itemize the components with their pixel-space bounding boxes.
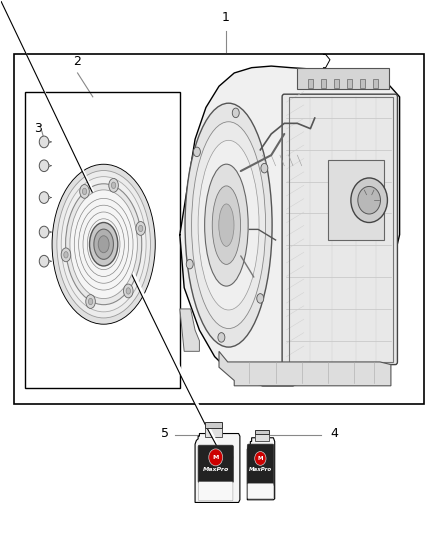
Ellipse shape xyxy=(53,165,155,324)
Ellipse shape xyxy=(61,176,146,312)
Ellipse shape xyxy=(66,184,142,305)
Circle shape xyxy=(254,451,266,465)
Ellipse shape xyxy=(64,252,68,258)
FancyBboxPatch shape xyxy=(198,445,233,483)
Ellipse shape xyxy=(138,225,143,232)
Ellipse shape xyxy=(111,182,116,189)
Polygon shape xyxy=(180,309,199,351)
FancyBboxPatch shape xyxy=(248,483,273,499)
Bar xyxy=(334,79,339,88)
Circle shape xyxy=(39,192,49,204)
Circle shape xyxy=(351,178,388,222)
Bar xyxy=(308,79,313,88)
Ellipse shape xyxy=(70,190,138,298)
Ellipse shape xyxy=(232,108,239,118)
Text: MaxPro: MaxPro xyxy=(249,466,272,472)
Text: 5: 5 xyxy=(161,427,169,440)
Ellipse shape xyxy=(94,229,113,260)
Bar xyxy=(347,79,352,88)
Ellipse shape xyxy=(124,284,133,298)
Bar xyxy=(254,432,268,441)
Bar xyxy=(297,68,389,89)
Ellipse shape xyxy=(185,103,272,347)
Ellipse shape xyxy=(80,184,89,198)
FancyBboxPatch shape xyxy=(282,94,397,365)
Circle shape xyxy=(358,187,381,214)
Bar xyxy=(205,425,223,437)
Ellipse shape xyxy=(88,298,93,305)
Ellipse shape xyxy=(257,294,264,303)
Text: 3: 3 xyxy=(35,122,42,135)
Ellipse shape xyxy=(126,288,131,294)
Text: M: M xyxy=(212,455,219,460)
Ellipse shape xyxy=(53,165,155,324)
Text: 4: 4 xyxy=(330,427,338,440)
Ellipse shape xyxy=(98,236,109,253)
Bar xyxy=(373,79,378,88)
Circle shape xyxy=(209,449,223,466)
Ellipse shape xyxy=(198,140,259,310)
Text: 2: 2 xyxy=(74,55,81,68)
Ellipse shape xyxy=(186,260,193,269)
Text: M: M xyxy=(258,456,263,461)
Circle shape xyxy=(39,226,49,238)
Ellipse shape xyxy=(57,171,150,318)
Polygon shape xyxy=(247,438,275,500)
Ellipse shape xyxy=(89,222,118,266)
Bar xyxy=(289,97,393,362)
Ellipse shape xyxy=(191,122,265,328)
Bar xyxy=(254,430,268,434)
FancyBboxPatch shape xyxy=(198,482,233,501)
PathPatch shape xyxy=(221,449,233,464)
Ellipse shape xyxy=(212,186,240,264)
Polygon shape xyxy=(180,66,399,386)
Ellipse shape xyxy=(61,248,71,262)
Circle shape xyxy=(39,160,49,172)
Polygon shape xyxy=(195,433,240,503)
Ellipse shape xyxy=(218,333,225,342)
Bar xyxy=(14,54,424,405)
Bar xyxy=(328,160,385,240)
Text: 1: 1 xyxy=(222,11,230,23)
Ellipse shape xyxy=(205,164,248,286)
Polygon shape xyxy=(219,351,391,386)
Bar xyxy=(321,79,326,88)
Text: MaxPro: MaxPro xyxy=(203,467,229,472)
Ellipse shape xyxy=(261,164,268,173)
FancyBboxPatch shape xyxy=(247,444,274,486)
Ellipse shape xyxy=(86,295,95,309)
Ellipse shape xyxy=(82,188,87,195)
Circle shape xyxy=(39,255,49,267)
Ellipse shape xyxy=(219,204,234,246)
Ellipse shape xyxy=(136,222,145,236)
Ellipse shape xyxy=(109,179,118,192)
Ellipse shape xyxy=(194,147,200,157)
Bar xyxy=(360,79,365,88)
Circle shape xyxy=(39,136,49,148)
Bar xyxy=(25,92,180,389)
Bar xyxy=(205,422,223,427)
